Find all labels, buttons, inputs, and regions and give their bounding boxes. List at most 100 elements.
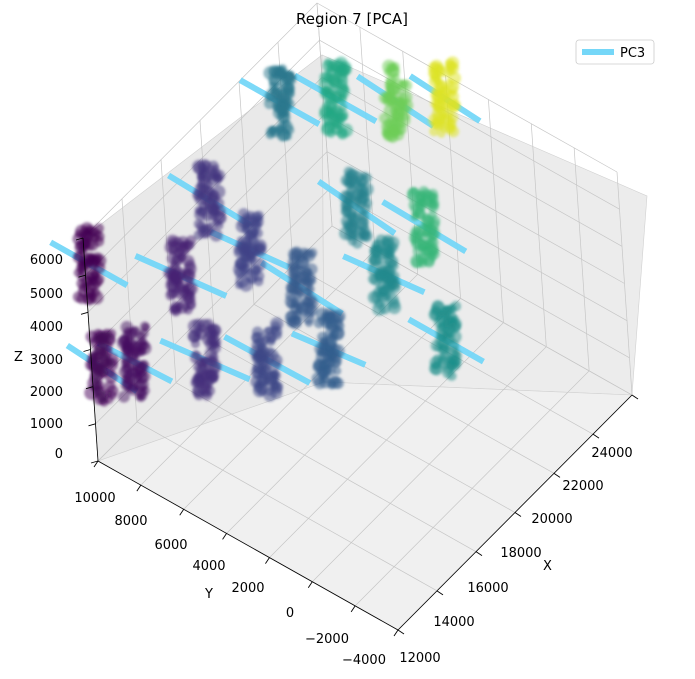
- data-point: [297, 265, 307, 274]
- data-point: [265, 129, 275, 140]
- data-point: [196, 171, 206, 181]
- data-point: [234, 267, 247, 279]
- back-wall: [321, 54, 648, 396]
- data-point: [429, 226, 438, 235]
- data-point: [374, 269, 387, 282]
- x-tick-label: 24000: [591, 446, 632, 461]
- data-point: [241, 251, 252, 262]
- y-tick-mark: [393, 629, 399, 637]
- x-tick-label: 18000: [500, 546, 541, 561]
- data-point: [432, 354, 443, 365]
- z-tick-mark: [85, 386, 94, 390]
- data-point: [446, 370, 457, 381]
- data-point: [372, 302, 386, 316]
- data-point: [416, 194, 425, 203]
- data-point: [443, 316, 456, 328]
- z-tick-label: 0: [55, 447, 63, 462]
- data-point: [381, 90, 396, 105]
- gridline-z: [97, 225, 633, 462]
- data-point: [276, 110, 290, 123]
- data-point: [383, 291, 392, 300]
- data-point: [305, 263, 318, 276]
- data-point: [317, 344, 329, 356]
- z-tick-label: 1000: [30, 417, 63, 432]
- z-axis-label: Z: [14, 350, 23, 365]
- data-point: [430, 304, 441, 316]
- data-point: [360, 202, 371, 214]
- data-point: [386, 64, 399, 77]
- data-point: [190, 339, 201, 349]
- data-point: [305, 284, 315, 294]
- data-point: [409, 228, 420, 239]
- data-point: [442, 305, 452, 315]
- data-point: [451, 349, 461, 359]
- data-point: [130, 326, 139, 336]
- z-tick-mark: [78, 274, 86, 278]
- data-point: [184, 259, 196, 271]
- data-point: [339, 123, 354, 138]
- y-tick-label: 8000: [114, 514, 147, 529]
- data-point: [169, 304, 179, 314]
- x-tick-label: 16000: [467, 581, 508, 596]
- data-point: [290, 285, 299, 294]
- data-point: [101, 331, 115, 346]
- data-point: [387, 260, 399, 272]
- data-point: [277, 97, 286, 107]
- x-tick-mark: [514, 512, 522, 517]
- data-point: [302, 296, 313, 307]
- tick-marks: [75, 237, 639, 637]
- data-point: [118, 390, 130, 403]
- x-tick-mark: [631, 394, 639, 400]
- data-point: [120, 379, 133, 392]
- y-tick-mark: [350, 605, 356, 613]
- data-point: [388, 297, 400, 310]
- z-tick-mark: [80, 311, 89, 315]
- data-point: [360, 216, 370, 226]
- y-tick-label: −4000: [342, 653, 386, 668]
- data-point: [425, 242, 439, 256]
- data-point: [86, 238, 99, 251]
- data-point: [280, 120, 293, 134]
- x-tick-label: 14000: [433, 615, 474, 630]
- data-point: [392, 112, 405, 124]
- data-point: [207, 323, 221, 337]
- data-point: [326, 310, 341, 325]
- data-point: [193, 230, 204, 241]
- data-point: [119, 365, 133, 380]
- data-point: [209, 228, 223, 242]
- y-axis-label: Y: [204, 587, 213, 602]
- data-point: [105, 370, 118, 384]
- x-tick-label: 22000: [562, 479, 603, 494]
- legend-box: [575, 39, 655, 65]
- data-point: [250, 264, 261, 276]
- z-tick-mark: [90, 460, 99, 464]
- data-point: [166, 252, 179, 265]
- point-clusters: [72, 56, 463, 407]
- data-point: [196, 323, 206, 333]
- z-tick-label: 5000: [30, 287, 63, 302]
- x-tick-mark: [436, 590, 444, 596]
- data-point: [271, 380, 284, 393]
- data-point: [335, 84, 348, 97]
- data-point: [322, 59, 335, 73]
- data-point: [428, 362, 442, 375]
- data-point: [74, 251, 84, 261]
- data-point: [189, 351, 203, 364]
- data-point: [173, 285, 182, 295]
- data-point: [93, 261, 106, 274]
- y-tick-mark: [136, 484, 142, 492]
- data-point: [299, 247, 309, 257]
- legend: PC3: [575, 39, 655, 65]
- y-axis-line: [97, 460, 399, 631]
- data-point: [172, 236, 183, 247]
- y-tick-mark: [93, 460, 99, 468]
- data-point: [193, 389, 205, 401]
- data-point: [270, 369, 280, 379]
- data-point: [272, 330, 283, 340]
- y-tick-mark: [222, 533, 227, 540]
- y-tick-label: 2000: [231, 581, 264, 596]
- x-tick-mark: [475, 551, 483, 557]
- data-point: [212, 217, 222, 227]
